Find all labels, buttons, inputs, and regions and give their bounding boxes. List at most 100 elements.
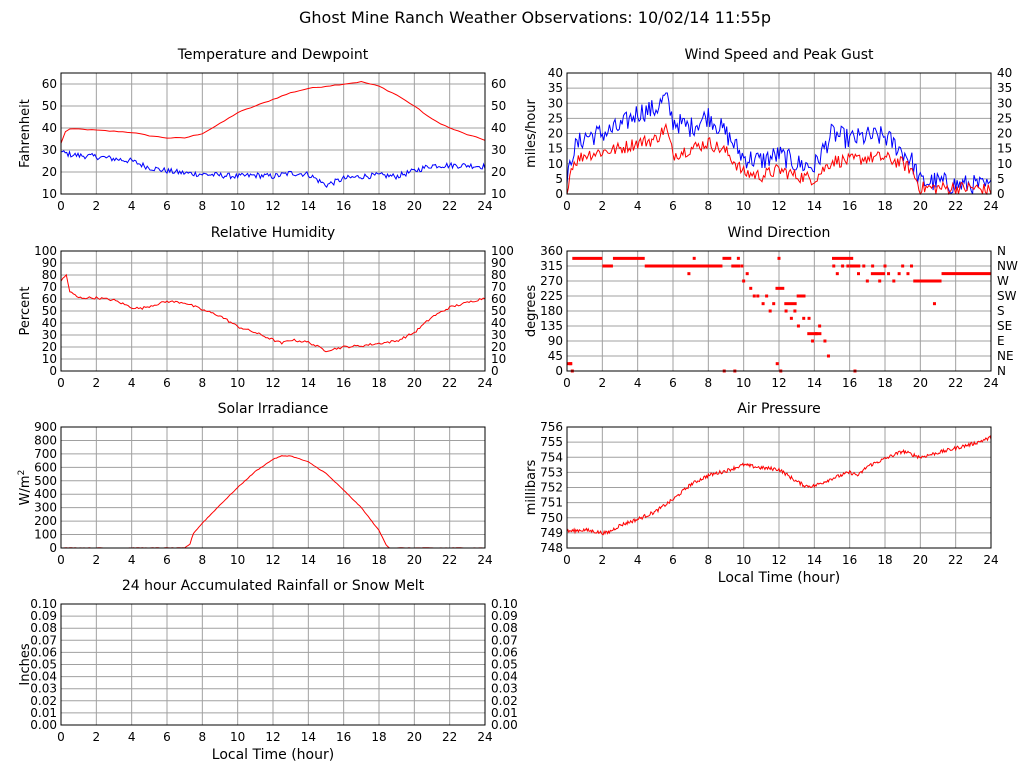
plot-frame xyxy=(566,72,992,195)
direction-point xyxy=(569,362,573,366)
right-tick-label: NW xyxy=(997,259,1018,273)
x-tick-label: 12 xyxy=(265,376,280,390)
plot-frame xyxy=(60,72,486,195)
y-tick-label: 30 xyxy=(548,96,563,110)
y-tick-label: 70 xyxy=(42,280,57,294)
x-tick-label: 14 xyxy=(301,553,316,567)
y-axis-label: Inches xyxy=(18,643,33,685)
y-tick-label: 60 xyxy=(42,77,57,91)
x-tick-label: 12 xyxy=(265,199,280,213)
x-tick-label: 0 xyxy=(563,199,571,213)
chart-title: Solar Irradiance xyxy=(218,401,329,417)
y-tick-label: 45 xyxy=(548,349,563,363)
x-tick-label: 6 xyxy=(669,553,677,567)
y-tick-label: 90 xyxy=(42,256,57,270)
direction-point xyxy=(910,264,913,268)
y-tick-label: 315 xyxy=(540,259,563,273)
y-tick-label: 0.02 xyxy=(30,694,57,708)
grid xyxy=(60,250,486,372)
chart-title: Wind Speed and Peak Gust xyxy=(685,47,874,63)
y-tick-label: 5 xyxy=(555,172,563,186)
x-tick-label: 4 xyxy=(128,199,136,213)
series-line xyxy=(60,273,486,353)
right-tick-label: 0.02 xyxy=(491,694,518,708)
series-line xyxy=(60,150,486,188)
chart-title: Relative Humidity xyxy=(211,225,335,241)
right-tick-label: S xyxy=(997,304,1005,318)
x-tick-label: 18 xyxy=(371,376,386,390)
x-tick-label: 0 xyxy=(57,199,65,213)
x-tick-label: 8 xyxy=(199,553,207,567)
x-tick-label: 16 xyxy=(336,553,351,567)
right-tick-label: 0.03 xyxy=(491,682,518,696)
x-tick-label: 6 xyxy=(669,199,677,213)
y-tick-label: 15 xyxy=(548,142,563,156)
direction-point xyxy=(835,272,839,276)
x-tick-label: 22 xyxy=(442,730,457,744)
y-tick-label: 20 xyxy=(42,340,57,354)
y-tick-label: 0.09 xyxy=(30,609,57,623)
x-tick-label: 0 xyxy=(563,553,571,567)
x-axis-label: Local Time (hour) xyxy=(212,747,334,763)
right-tick-label: 40 xyxy=(997,66,1012,80)
x-tick-label: 10 xyxy=(230,730,245,744)
y-tick-label: 100 xyxy=(34,244,57,258)
right-tick-label: 30 xyxy=(491,143,506,157)
y-tick-label: 752 xyxy=(540,481,563,495)
direction-point xyxy=(756,294,760,298)
direction-point xyxy=(841,264,845,268)
x-tick-label: 18 xyxy=(371,553,386,567)
right-tick-label: 20 xyxy=(491,340,506,354)
right-tick-label: 20 xyxy=(491,165,506,179)
x-tick-label: 10 xyxy=(736,553,751,567)
series-wind-speed-0 xyxy=(566,92,992,195)
y-tick-label: 0.00 xyxy=(30,718,57,732)
x-tick-label: 2 xyxy=(93,730,101,744)
y-tick-label: 749 xyxy=(540,526,563,540)
y-tick-label: 25 xyxy=(548,111,563,125)
y-tick-label: 270 xyxy=(540,274,563,288)
y-tick-label: 40 xyxy=(42,316,57,330)
x-tick-label: 16 xyxy=(336,376,351,390)
x-tick-label: 20 xyxy=(407,730,422,744)
y-tick-label: 753 xyxy=(540,465,563,479)
y-tick-label: 0.05 xyxy=(30,658,57,672)
x-tick-label: 2 xyxy=(93,553,101,567)
x-tick-label: 18 xyxy=(877,376,892,390)
y-tick-label: 100 xyxy=(34,528,57,542)
x-tick-label: 0 xyxy=(563,376,571,390)
y-tick-label: 0.03 xyxy=(30,682,57,696)
x-tick-label: 4 xyxy=(634,376,642,390)
y-axis-label-text: Fahrenheit xyxy=(18,99,33,168)
series-humidity-0 xyxy=(60,273,486,353)
x-tick-label: 24 xyxy=(983,376,998,390)
direction-point xyxy=(772,302,776,306)
y-tick-label: 0 xyxy=(555,187,563,201)
x-tick-label: 22 xyxy=(442,553,457,567)
direction-point xyxy=(901,264,905,268)
y-tick-label: 900 xyxy=(34,420,57,434)
y-tick-label: 10 xyxy=(42,187,57,201)
chart-title: Temperature and Dewpoint xyxy=(177,47,369,63)
plot-frame xyxy=(60,426,486,549)
chart-title: Air Pressure xyxy=(737,401,820,417)
x-tick-label: 8 xyxy=(199,199,207,213)
direction-point xyxy=(811,339,815,343)
y-axis-label-text: degrees xyxy=(524,285,539,338)
direction-point xyxy=(932,302,936,306)
direction-point xyxy=(878,279,882,283)
x-tick-label: 20 xyxy=(913,376,928,390)
right-tick-label: 20 xyxy=(997,127,1012,141)
direction-point xyxy=(823,339,827,343)
x-tick-label: 14 xyxy=(807,376,822,390)
series-line xyxy=(566,92,992,195)
y-tick-label: 90 xyxy=(548,334,563,348)
direction-point xyxy=(736,256,740,260)
series-line xyxy=(60,80,486,144)
direction-point xyxy=(793,309,797,313)
series-temperature-0 xyxy=(60,80,486,144)
x-tick-label: 6 xyxy=(163,730,171,744)
y-tick-label: 10 xyxy=(548,157,563,171)
x-tick-label: 2 xyxy=(93,376,101,390)
